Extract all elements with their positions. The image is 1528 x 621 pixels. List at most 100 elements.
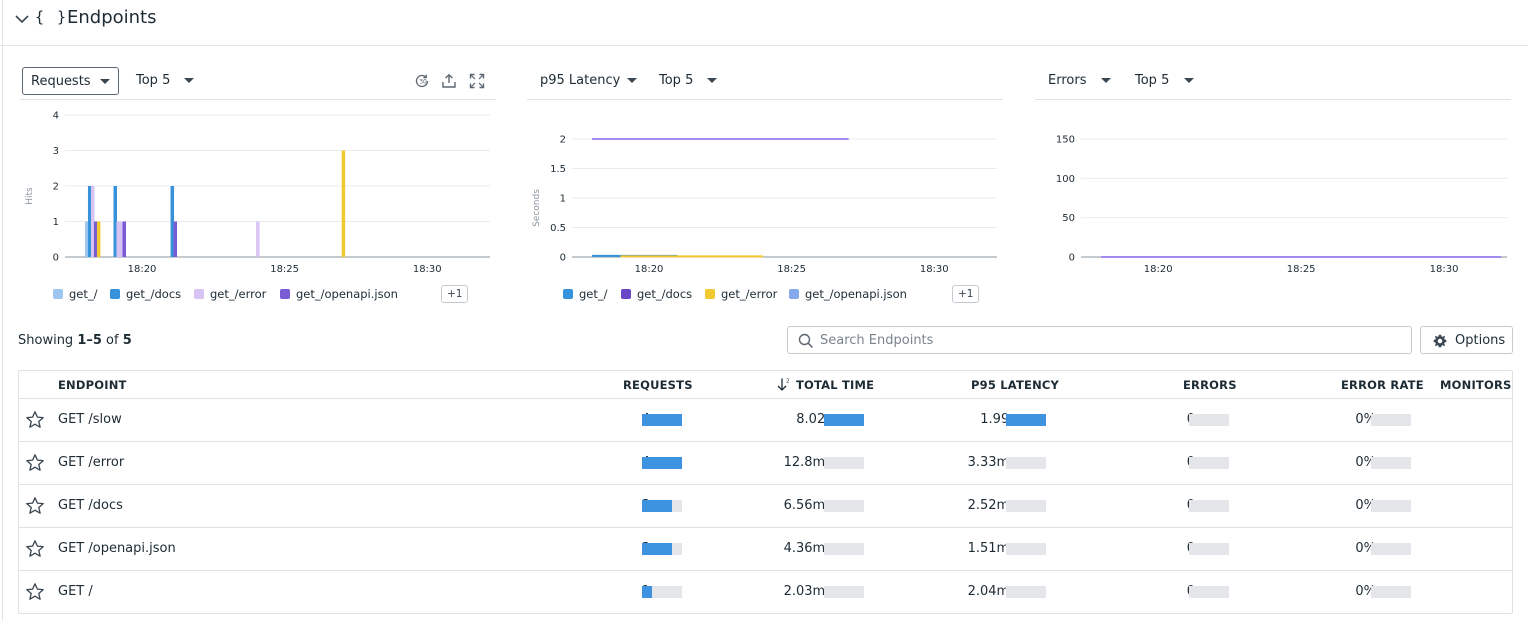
legend-swatch xyxy=(705,289,715,299)
y-tick-label: 50 xyxy=(1062,213,1075,224)
legend-item[interactable]: get_/docs xyxy=(110,287,181,301)
caret-down-icon xyxy=(1101,78,1111,83)
legend-swatch xyxy=(110,289,120,299)
star-icon[interactable] xyxy=(25,582,45,602)
top-n-select[interactable]: Top 5 xyxy=(136,67,216,95)
metric-select[interactable]: Errors xyxy=(1048,67,1128,95)
legend-item[interactable]: get_/openapi.json xyxy=(789,287,907,301)
p95-latency-bar xyxy=(1006,414,1046,426)
search-input[interactable] xyxy=(820,331,1400,349)
legend-item[interactable]: get_/ xyxy=(563,287,608,301)
x-tick-label: 18:30 xyxy=(413,264,442,275)
options-label: Options xyxy=(1455,333,1506,348)
error-rate-bar xyxy=(1371,500,1411,512)
chart-toolbar: Errors Top 5 xyxy=(1035,64,1511,100)
total-time-value: 4.36ms xyxy=(783,541,832,556)
endpoints-table: ENDPOINT REQUESTS 2 TOTAL TIME P95 LATEN… xyxy=(18,370,1513,614)
refresh-icon[interactable]: 30 xyxy=(414,73,430,89)
legend-more-button[interactable]: +1 xyxy=(441,285,469,303)
sort-desc-icon[interactable]: 2 xyxy=(776,377,791,392)
total-time-bar xyxy=(824,457,864,469)
endpoint-name[interactable]: GET /openapi.json xyxy=(58,541,176,556)
endpoint-name[interactable]: GET / xyxy=(58,584,93,599)
error-rate-value: 0% xyxy=(1355,412,1376,427)
y-tick-label: 150 xyxy=(1056,135,1075,146)
metric-select-label: Requests xyxy=(31,74,91,89)
latency-line-chart: 0 0.5 1 1.5 2 18:20 18:25 18:30 Seconds xyxy=(532,135,997,275)
y-tick-label: 3 xyxy=(53,146,59,157)
legend-label: get_/error xyxy=(721,287,778,301)
showing-total: 5 xyxy=(122,333,132,348)
expand-icon[interactable] xyxy=(469,73,485,89)
star-icon[interactable] xyxy=(25,453,45,473)
legend-item[interactable]: get_/ xyxy=(53,287,98,301)
errors-chart-panel: Errors Top 5 0 50 100 150 18:20 18:25 18:30 xyxy=(1035,64,1511,309)
p95-latency-bar xyxy=(1006,586,1046,598)
top-n-select-label: Top 5 xyxy=(1135,73,1170,88)
col-p95-latency[interactable]: P95 LATENCY xyxy=(971,378,1060,392)
y-tick-label: 2 xyxy=(53,182,59,193)
chart-legend: get_/ get_/docs get_/error get_/openapi.… xyxy=(20,284,496,304)
total-time-bar xyxy=(824,543,864,555)
col-errors[interactable]: ERRORS xyxy=(1183,378,1237,392)
star-icon[interactable] xyxy=(25,410,45,430)
bar-mark xyxy=(116,221,120,257)
legend-label: get_/error xyxy=(210,287,267,301)
bar-mark xyxy=(113,186,117,257)
legend-more-button[interactable]: +1 xyxy=(952,285,980,303)
bar-mark xyxy=(173,221,178,257)
bar-mark xyxy=(256,221,260,257)
y-tick-label: 1.5 xyxy=(550,164,566,175)
col-monitors[interactable]: MONITORS xyxy=(1440,378,1512,392)
requests-bar-fill xyxy=(642,543,672,555)
total-time-bar xyxy=(824,586,864,598)
options-button[interactable]: Options xyxy=(1420,326,1513,354)
section-title: Endpoints xyxy=(67,7,157,28)
top-n-select-label: Top 5 xyxy=(136,73,171,88)
search-endpoints[interactable] xyxy=(787,326,1412,354)
showing-of: of xyxy=(101,333,123,348)
y-tick-label: 100 xyxy=(1056,174,1075,185)
p95-latency-bar xyxy=(1006,500,1046,512)
legend-item[interactable]: get_/docs xyxy=(621,287,692,301)
endpoint-name[interactable]: GET /slow xyxy=(58,412,122,427)
errors-bar xyxy=(1189,414,1229,426)
legend-swatch xyxy=(563,289,573,299)
x-tick-label: 18:20 xyxy=(635,264,664,275)
legend-item[interactable]: get_/openapi.json xyxy=(280,287,398,301)
metric-select[interactable]: Requests xyxy=(22,67,119,95)
col-error-rate[interactable]: ERROR RATE xyxy=(1341,378,1424,392)
error-rate-value: 0% xyxy=(1355,541,1376,556)
p95-latency-bar-fill xyxy=(1006,414,1046,426)
top-n-select[interactable]: Top 5 xyxy=(1135,67,1215,95)
p95-latency-bar xyxy=(1006,543,1046,555)
legend-item[interactable]: get_/error xyxy=(705,287,777,301)
legend-item[interactable]: get_/error xyxy=(194,287,266,301)
requests-bar xyxy=(642,500,682,512)
export-icon[interactable] xyxy=(441,73,457,89)
requests-bar-fill xyxy=(642,500,672,512)
legend-label: get_/ xyxy=(579,287,608,301)
total-time-bar xyxy=(824,414,864,426)
col-requests[interactable]: REQUESTS xyxy=(623,378,693,392)
p95-latency-bar xyxy=(1006,457,1046,469)
endpoint-name[interactable]: GET /error xyxy=(58,455,125,470)
chevron-down-icon[interactable] xyxy=(14,11,30,27)
star-icon[interactable] xyxy=(25,539,45,559)
errors-bar xyxy=(1189,543,1229,555)
legend-swatch xyxy=(53,289,63,299)
metric-select[interactable]: p95 Latency xyxy=(540,67,650,95)
star-icon[interactable] xyxy=(25,496,45,516)
top-n-select[interactable]: Top 5 xyxy=(659,67,739,95)
error-rate-value: 0% xyxy=(1355,498,1376,513)
total-time-value: 8.02s xyxy=(796,412,832,427)
endpoint-name[interactable]: GET /docs xyxy=(58,498,123,513)
col-endpoint[interactable]: ENDPOINT xyxy=(58,378,127,392)
error-rate-value: 0% xyxy=(1355,584,1376,599)
col-total-time[interactable]: TOTAL TIME xyxy=(796,378,875,392)
